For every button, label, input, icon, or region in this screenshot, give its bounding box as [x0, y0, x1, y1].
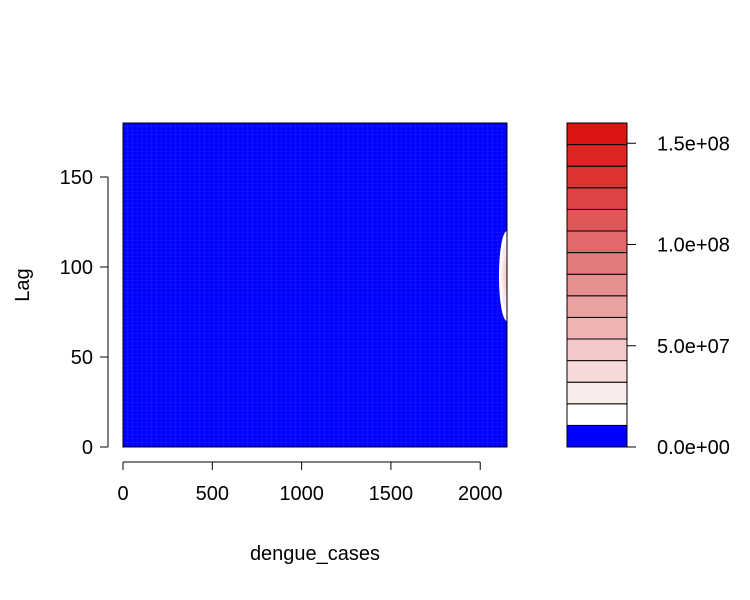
- plot-area: [122, 122, 508, 448]
- y-tick-label: 100: [60, 257, 93, 279]
- legend-swatch: [566, 144, 628, 167]
- legend-swatch: [566, 187, 628, 210]
- legend-swatch: [566, 208, 628, 232]
- legend-swatch: [566, 273, 628, 297]
- plot-border: [122, 122, 508, 448]
- legend-swatch: [566, 252, 628, 275]
- x-axis: 0 500 1000 1500 2000: [117, 461, 503, 505]
- x-tick-label: 0: [117, 483, 128, 505]
- legend-swatch: [566, 403, 628, 426]
- y-tick-label: 50: [71, 347, 93, 369]
- legend-swatch: [566, 424, 628, 448]
- color-legend: 0.0e+00 5.0e+07 1.0e+08 1.5e+08: [566, 122, 730, 459]
- x-tick-label: 2000: [458, 483, 503, 505]
- x-axis-label: dengue_cases: [250, 543, 380, 565]
- heatmap-fill: [123, 123, 507, 447]
- y-axis: 0 50 100 150: [60, 167, 109, 459]
- hotspot-band: [504, 263, 507, 289]
- x-tick-label: 1000: [279, 483, 324, 505]
- legend-tick-label: 5.0e+07: [657, 336, 730, 358]
- y-axis-label: Lag: [12, 268, 34, 301]
- legend-swatch: [566, 381, 628, 405]
- legend-swatch: [566, 295, 628, 318]
- hotspot-region: [498, 231, 507, 321]
- y-tick-label: 0: [82, 437, 93, 459]
- legend-swatch: [566, 338, 628, 362]
- legend-tick-label: 1.5e+08: [657, 133, 730, 155]
- legend-swatch: [566, 230, 628, 254]
- legend-swatch: [566, 122, 628, 146]
- legend-swatch: [566, 316, 628, 340]
- legend-swatch: [566, 165, 628, 189]
- legend-tick-label: 0.0e+00: [657, 437, 730, 459]
- legend-swatch: [566, 360, 628, 383]
- x-tick-label: 500: [196, 483, 229, 505]
- y-tick-label: 150: [60, 167, 93, 189]
- x-tick-label: 1500: [369, 483, 414, 505]
- legend-tick-label: 1.0e+08: [657, 235, 730, 257]
